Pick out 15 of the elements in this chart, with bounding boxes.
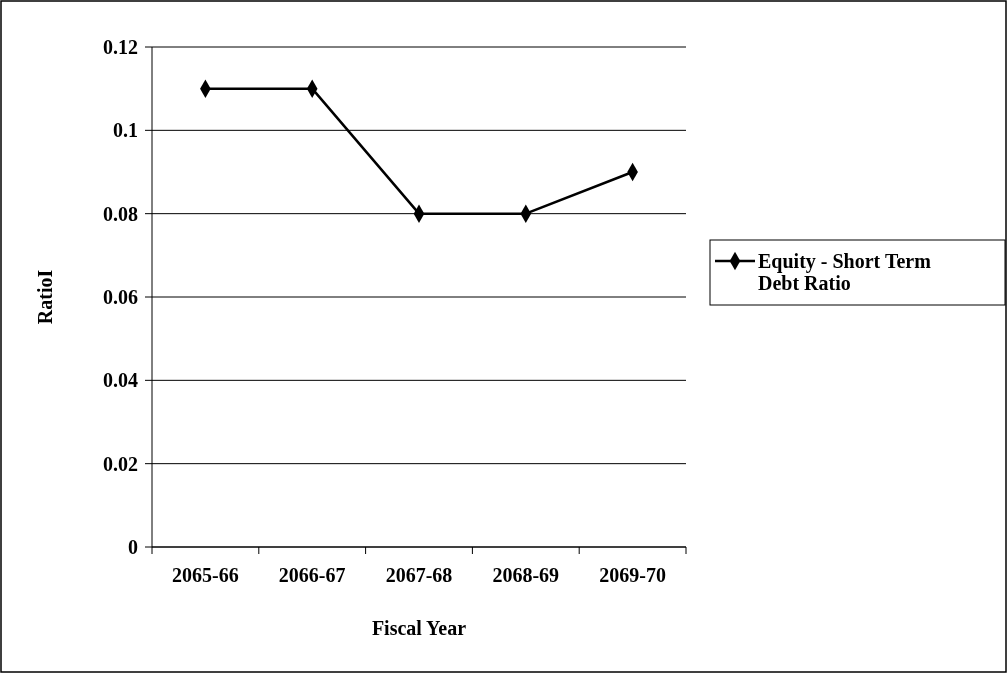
x-tick-label: 2066-67 [278, 564, 346, 586]
y-tick-label: 0 [128, 536, 138, 558]
x-axis-title: Fiscal Year [371, 617, 467, 639]
x-tick-label: 2065-66 [172, 564, 239, 586]
y-tick-label: 0.08 [103, 202, 138, 225]
legend-label: Equity - Short Term Debt Ratio [758, 250, 932, 294]
y-tick-label: 0.1 [113, 119, 138, 142]
y-tick-label: 0.04 [103, 369, 138, 392]
y-tick-label: 0.12 [103, 36, 138, 58]
y-axis-title: RatioI [34, 269, 56, 325]
y-tick-label: 0.02 [103, 452, 138, 475]
y-tick-label: 0.06 [103, 286, 138, 308]
x-tick-label: 2067-68 [385, 564, 453, 586]
x-tick-label: 2069-70 [599, 564, 666, 586]
x-tick-label: 2068-69 [492, 564, 560, 586]
